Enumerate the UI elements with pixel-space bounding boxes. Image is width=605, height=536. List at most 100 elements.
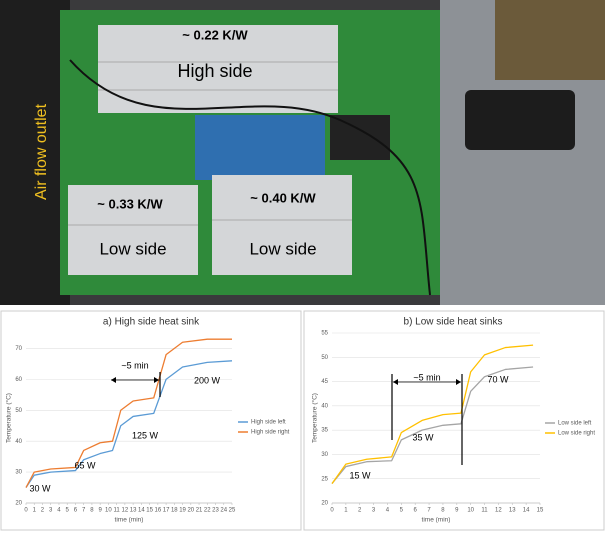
label: High side bbox=[177, 61, 252, 81]
bridge bbox=[330, 115, 390, 160]
x-tick-label: 15 bbox=[146, 508, 153, 514]
x-tick-label: 7 bbox=[82, 508, 86, 514]
frame bbox=[0, 0, 70, 305]
x-tick-label: 21 bbox=[196, 508, 203, 514]
chart-title: a) High side heat sink bbox=[103, 317, 200, 328]
y-tick-label: 20 bbox=[15, 501, 22, 507]
x-tick-label: 15 bbox=[537, 508, 544, 514]
series-line bbox=[331, 344, 534, 484]
annotation: 65 W bbox=[74, 460, 96, 470]
photo: ~ 0.22 K/W High side ~ 0.33 K/W Low side… bbox=[0, 0, 605, 305]
x-tick-label: 24 bbox=[220, 508, 227, 514]
x-tick-label: 12 bbox=[122, 508, 129, 514]
annotation: 125 W bbox=[132, 430, 159, 440]
y-tick-label: 50 bbox=[321, 355, 328, 361]
capacitor bbox=[465, 90, 575, 150]
x-tick-label: 19 bbox=[179, 508, 186, 514]
x-tick-label: 5 bbox=[66, 508, 70, 514]
x-tick-label: 9 bbox=[98, 508, 102, 514]
heatsink-high bbox=[98, 25, 338, 113]
x-tick-label: 9 bbox=[455, 508, 459, 514]
label: ~ 0.22 K/W bbox=[182, 27, 248, 42]
capacitors bbox=[195, 115, 325, 180]
chart-title: b) Low side heat sinks bbox=[404, 317, 503, 328]
y-axis-label: Temperature (°C) bbox=[5, 393, 13, 443]
x-tick-label: 8 bbox=[90, 508, 94, 514]
x-tick-label: 14 bbox=[138, 508, 145, 514]
x-tick-label: 16 bbox=[154, 508, 161, 514]
x-tick-label: 25 bbox=[229, 508, 236, 514]
legend-label: Low side left bbox=[558, 421, 592, 427]
y-tick-label: 35 bbox=[321, 428, 328, 434]
label: Low side bbox=[99, 239, 166, 258]
x-tick-label: 14 bbox=[523, 508, 530, 514]
y-tick-label: 40 bbox=[15, 439, 22, 445]
y-tick-label: 20 bbox=[321, 501, 328, 507]
chart-frame bbox=[0, 310, 302, 531]
x-tick-label: 4 bbox=[386, 508, 390, 514]
x-tick-label: 20 bbox=[187, 508, 194, 514]
x-tick-label: 4 bbox=[57, 508, 61, 514]
wire bbox=[69, 59, 431, 296]
annotation: ~5 min bbox=[121, 360, 148, 370]
legend-label: High side right bbox=[251, 430, 290, 436]
y-tick-label: 55 bbox=[321, 331, 328, 337]
legend-label: High side left bbox=[251, 420, 286, 426]
y-tick-label: 45 bbox=[321, 379, 328, 385]
x-tick-label: 6 bbox=[414, 508, 418, 514]
label: ~ 0.33 K/W bbox=[97, 196, 163, 211]
x-tick-label: 0 bbox=[330, 508, 334, 514]
y-tick-label: 30 bbox=[321, 452, 328, 458]
x-tick-label: 3 bbox=[372, 508, 376, 514]
y-tick-label: 60 bbox=[15, 377, 22, 383]
label: Air flow outlet bbox=[33, 103, 50, 200]
annotation: 15 W bbox=[349, 470, 371, 480]
annotation: ~5 min bbox=[413, 372, 440, 382]
label: ~ 0.40 K/W bbox=[250, 190, 316, 205]
x-tick-label: 13 bbox=[509, 508, 516, 514]
x-tick-label: 6 bbox=[74, 508, 78, 514]
series-line bbox=[331, 366, 534, 484]
x-tick-label: 1 bbox=[33, 508, 37, 514]
x-tick-label: 11 bbox=[114, 508, 121, 514]
x-tick-label: 17 bbox=[163, 508, 170, 514]
x-tick-label: 18 bbox=[171, 508, 178, 514]
annotation: 200 W bbox=[194, 375, 221, 385]
x-tick-label: 10 bbox=[105, 508, 112, 514]
x-tick-label: 23 bbox=[212, 508, 219, 514]
x-tick-label: 0 bbox=[24, 508, 28, 514]
x-tick-label: 13 bbox=[130, 508, 137, 514]
legend-label: Low side right bbox=[558, 431, 595, 437]
x-tick-label: 10 bbox=[467, 508, 474, 514]
y-tick-label: 25 bbox=[321, 476, 328, 482]
x-tick-label: 5 bbox=[400, 508, 404, 514]
x-tick-label: 1 bbox=[344, 508, 348, 514]
y-tick-label: 50 bbox=[15, 408, 22, 414]
x-tick-label: 11 bbox=[481, 508, 488, 514]
annotation: 30 W bbox=[29, 483, 51, 493]
x-tick-label: 12 bbox=[495, 508, 502, 514]
x-tick-label: 2 bbox=[358, 508, 362, 514]
chart-frame bbox=[303, 310, 605, 531]
series-line bbox=[25, 360, 233, 488]
arrow-head bbox=[111, 377, 159, 383]
x-tick-label: 8 bbox=[441, 508, 445, 514]
annotation: 70 W bbox=[487, 374, 509, 384]
x-tick-label: 7 bbox=[427, 508, 431, 514]
y-axis-label: Temperature (°C) bbox=[311, 393, 319, 443]
y-tick-label: 40 bbox=[321, 403, 328, 409]
x-tick-label: 2 bbox=[41, 508, 45, 514]
label: Low side bbox=[249, 239, 316, 258]
annotation: 35 W bbox=[412, 432, 434, 442]
transformer bbox=[495, 0, 605, 80]
y-tick-label: 70 bbox=[15, 346, 22, 352]
x-tick-label: 3 bbox=[49, 508, 53, 514]
heatsink-low-right bbox=[212, 175, 352, 275]
series-line bbox=[25, 338, 232, 488]
heatsink-low-left bbox=[68, 185, 198, 275]
x-axis-label: time (min) bbox=[422, 517, 451, 524]
y-tick-label: 30 bbox=[15, 470, 22, 476]
x-axis-label: time (min) bbox=[115, 517, 144, 524]
x-tick-label: 22 bbox=[204, 508, 211, 514]
